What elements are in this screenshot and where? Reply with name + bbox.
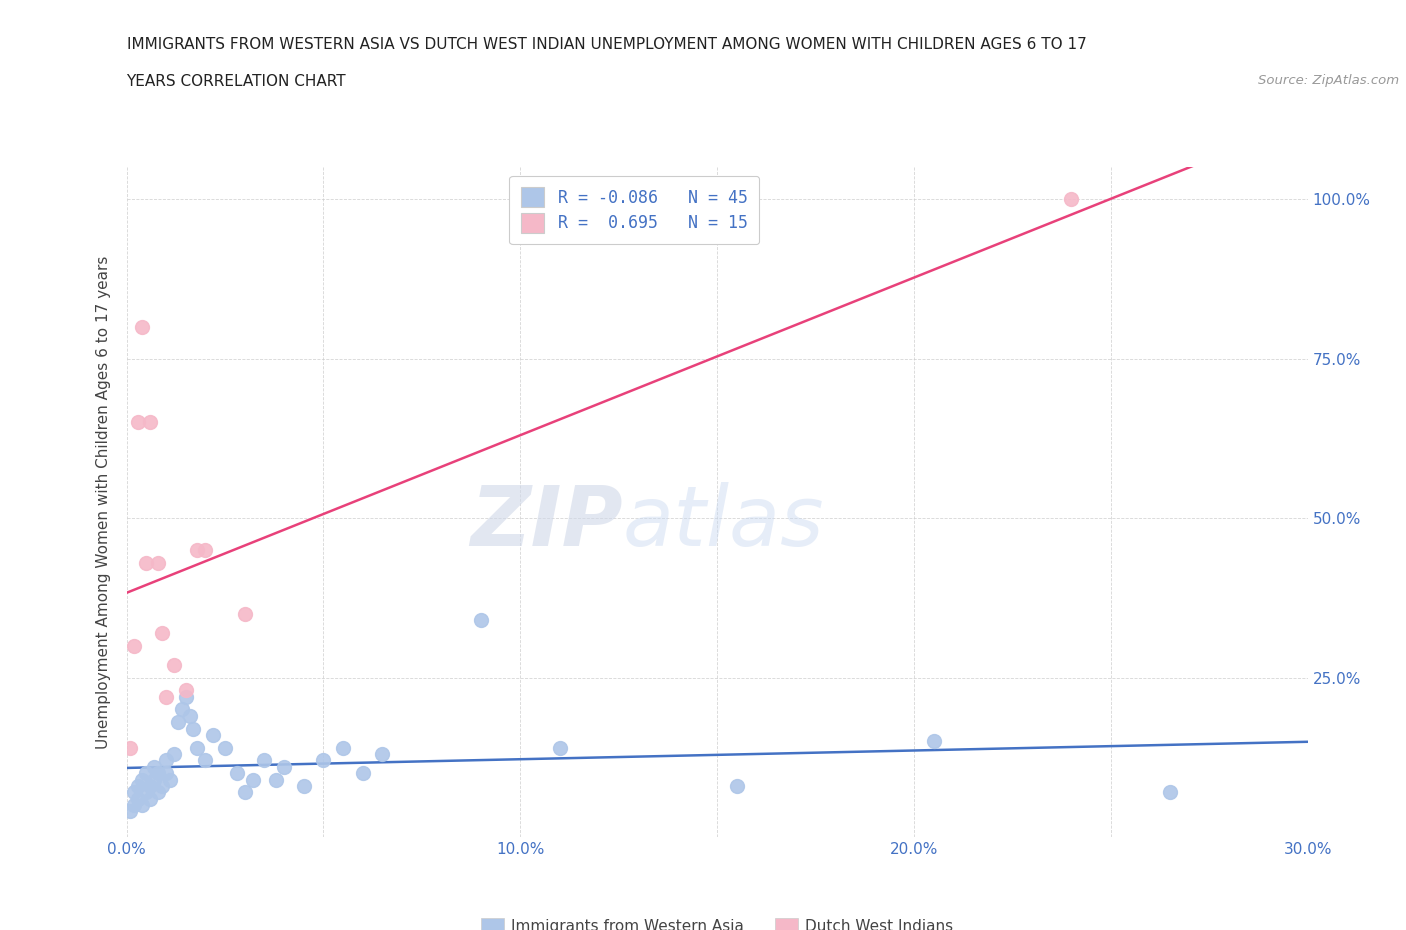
Point [146,555,169,570]
Point [146,785,169,800]
Point [312,753,335,768]
Text: ZIP: ZIP [470,482,623,563]
Text: Source: ZipAtlas.com: Source: ZipAtlas.com [1258,74,1399,87]
Point [155,765,177,780]
Point [352,765,374,780]
Point [131,319,153,334]
Point [131,772,153,787]
Point [139,791,162,806]
Point [186,542,208,557]
Point [253,753,276,768]
Point [163,747,186,762]
Point [202,727,225,742]
Point [273,760,295,775]
Point [150,626,173,641]
Point [143,760,166,775]
Point [292,778,315,793]
Point [155,689,177,704]
Point [143,772,166,787]
Point [1060,192,1083,206]
Point [214,740,236,755]
Point [124,785,146,800]
Legend: Immigrants from Western Asia, Dutch West Indians: Immigrants from Western Asia, Dutch West… [475,911,959,930]
Point [170,702,193,717]
Point [124,638,146,653]
Point [194,753,217,768]
Point [120,804,142,819]
Text: IMMIGRANTS FROM WESTERN ASIA VS DUTCH WEST INDIAN UNEMPLOYMENT AMONG WOMEN WITH : IMMIGRANTS FROM WESTERN ASIA VS DUTCH WE… [127,37,1087,52]
Point [139,778,162,793]
Point [225,765,247,780]
Point [135,785,157,800]
Point [264,772,287,787]
Point [194,542,217,557]
Point [242,772,264,787]
Point [127,791,149,806]
Point [371,747,394,762]
Point [186,740,208,755]
Point [548,740,571,755]
Point [159,772,181,787]
Text: atlas: atlas [623,482,824,563]
Point [233,606,256,621]
Point [174,689,197,704]
Point [120,740,142,755]
Point [332,740,354,755]
Point [470,613,492,628]
Point [146,765,169,780]
Point [183,721,205,736]
Point [155,753,177,768]
Point [163,658,186,672]
Point [166,715,188,730]
Point [139,415,162,430]
Point [1159,785,1181,800]
Point [150,778,173,793]
Point [135,555,157,570]
Point [131,798,153,813]
Y-axis label: Unemployment Among Women with Children Ages 6 to 17 years: Unemployment Among Women with Children A… [96,256,111,749]
Point [127,778,149,793]
Point [725,778,748,793]
Point [233,785,256,800]
Point [179,709,201,724]
Point [124,798,146,813]
Point [174,683,197,698]
Point [127,415,149,430]
Point [135,765,157,780]
Point [922,734,945,749]
Text: YEARS CORRELATION CHART: YEARS CORRELATION CHART [127,74,346,89]
